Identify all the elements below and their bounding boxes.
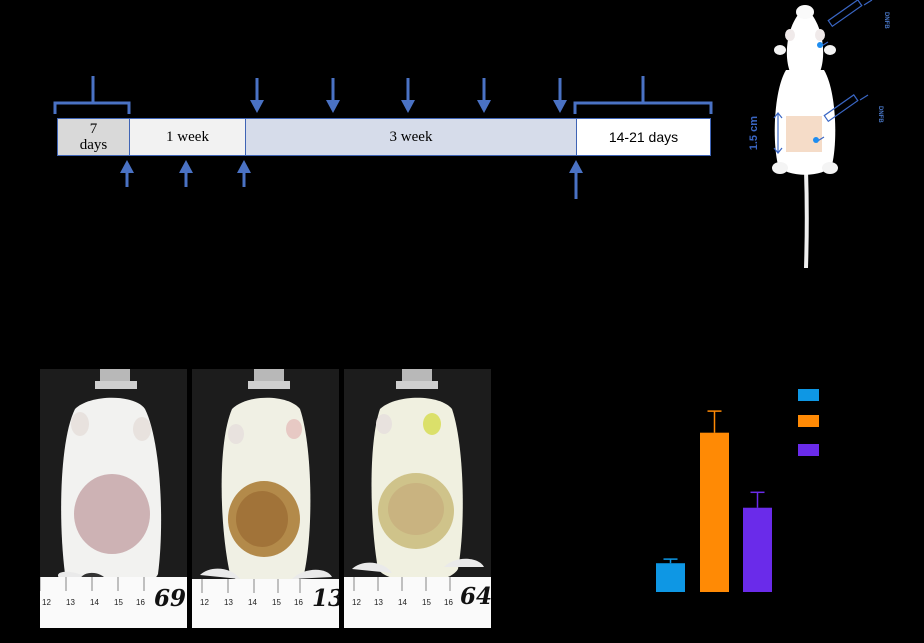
up-arrows [120, 160, 583, 199]
ruler-tick: 15 [114, 598, 123, 607]
bar-0 [656, 563, 685, 592]
rat-id-label: 13 [312, 585, 339, 612]
legend-swatch-2 [798, 444, 819, 456]
injection-label-top: DNFB [883, 12, 889, 29]
ruler-tick: 14 [248, 598, 257, 607]
syringe-top-icon [819, 0, 873, 48]
legend-swatch-0 [798, 389, 819, 401]
rat-photo-69: 12 13 14 15 16 69 [40, 369, 187, 628]
error-bar-0 [663, 558, 678, 564]
down-arrows [250, 78, 567, 113]
ruler-tick: 12 [42, 598, 51, 607]
ruler-tick: 16 [136, 598, 145, 607]
timeline-segment-7-days: 7 days [57, 118, 130, 156]
legend-swatch-1 [798, 415, 819, 427]
rat-photo-64: 12 13 14 15 16 64 [344, 369, 491, 628]
bar-chart-svg [656, 389, 819, 592]
segment-label: 14-21 days [608, 129, 679, 145]
segment-label-line1: 7 [89, 121, 98, 137]
rat-illustration [772, 0, 873, 269]
ruler-tick: 12 [352, 598, 361, 607]
error-bar-2 [750, 491, 765, 508]
ruler-tick: 15 [422, 598, 431, 607]
timeline-arrows [53, 76, 713, 199]
bar-1 [700, 432, 729, 592]
timeline-segment-3-week: 3 week [245, 118, 577, 156]
timeline-segment-14-21-days: 14-21 days [576, 118, 711, 156]
ruler-tick: 16 [294, 598, 303, 607]
timeline-segment-1-week: 1 week [129, 118, 246, 156]
injection-label-mid: DNFB [877, 106, 883, 123]
segment-label: 1 week [166, 129, 209, 145]
error-bar-1 [707, 410, 722, 433]
rat-id-label: 64 [460, 583, 491, 610]
bar-2 [743, 507, 772, 592]
ruler-tick: 13 [374, 598, 383, 607]
segment-label-line2: days [79, 137, 108, 153]
ruler-tick: 14 [398, 598, 407, 607]
rat-photo-13: 12 13 14 15 16 13 [192, 369, 339, 628]
shaved-patch [786, 116, 822, 152]
ruler-tick: 13 [66, 598, 75, 607]
ruler-tick: 13 [224, 598, 233, 607]
dimension-label: 1.5 cm [748, 116, 760, 151]
ruler-tick: 16 [444, 598, 453, 607]
ruler-tick: 15 [272, 598, 281, 607]
ruler-tick: 14 [90, 598, 99, 607]
bracket-right [573, 101, 713, 114]
segment-label: 3 week [389, 129, 433, 145]
bracket-left [53, 101, 131, 114]
rat-id-label: 69 [154, 585, 187, 612]
ruler-tick: 12 [200, 598, 209, 607]
